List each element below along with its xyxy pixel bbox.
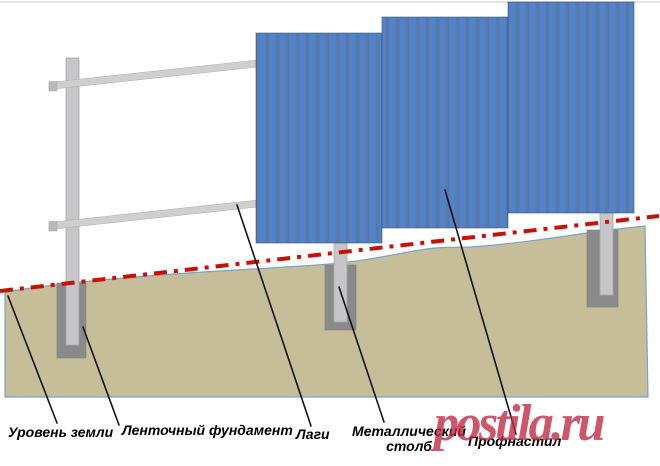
leader-line-ground-level	[7, 295, 58, 424]
label-ground-level: Уровень земли	[8, 424, 114, 440]
post-middle	[333, 234, 348, 323]
watermark-postila: postila.ru	[434, 395, 605, 452]
label-strip-foundation: Ленточный фундамент	[122, 422, 293, 438]
label-corrugated-sheet: Профнастил	[468, 433, 562, 449]
label-metal-post-line1: Металлический	[352, 423, 466, 439]
leader-line-metal-post	[338, 286, 385, 423]
corrugated-panel-2	[381, 16, 509, 229]
label-metal-post-line2: столб	[386, 438, 432, 454]
label-metal-post: Металлический столб	[352, 424, 466, 454]
label-rails: Лаги	[296, 426, 330, 442]
ground-level-line	[0, 214, 660, 293]
rail-bottom-end-cap	[48, 221, 58, 232]
corrugated-panel-3	[507, 1, 635, 214]
post-right	[599, 204, 614, 296]
rail-top	[48, 59, 263, 90]
leader-line-rails	[236, 204, 312, 427]
leader-line-corrugated-sheet	[444, 189, 517, 435]
post-left	[65, 57, 80, 346]
rail-bottom	[48, 199, 263, 230]
corrugated-panel-1	[255, 32, 383, 244]
leader-line-strip-foundation	[82, 326, 120, 426]
rail-top-end-cap	[48, 81, 58, 92]
